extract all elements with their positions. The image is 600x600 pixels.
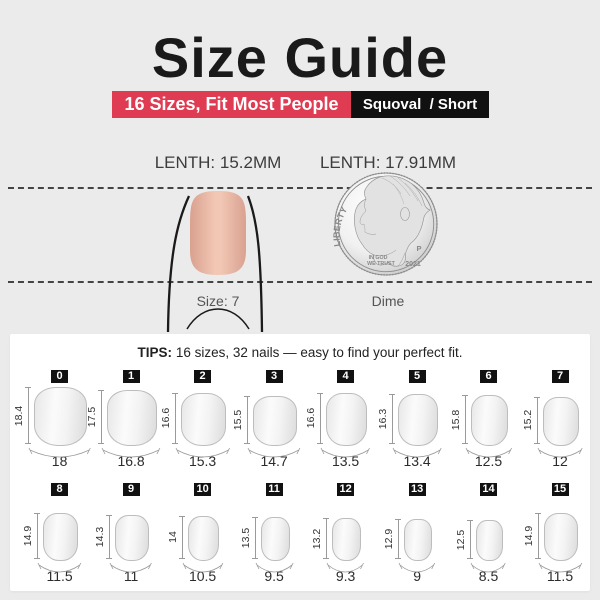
svg-text:2021: 2021 bbox=[405, 261, 421, 268]
svg-text:P: P bbox=[416, 244, 421, 253]
svg-text:WE TRUST: WE TRUST bbox=[367, 261, 395, 267]
